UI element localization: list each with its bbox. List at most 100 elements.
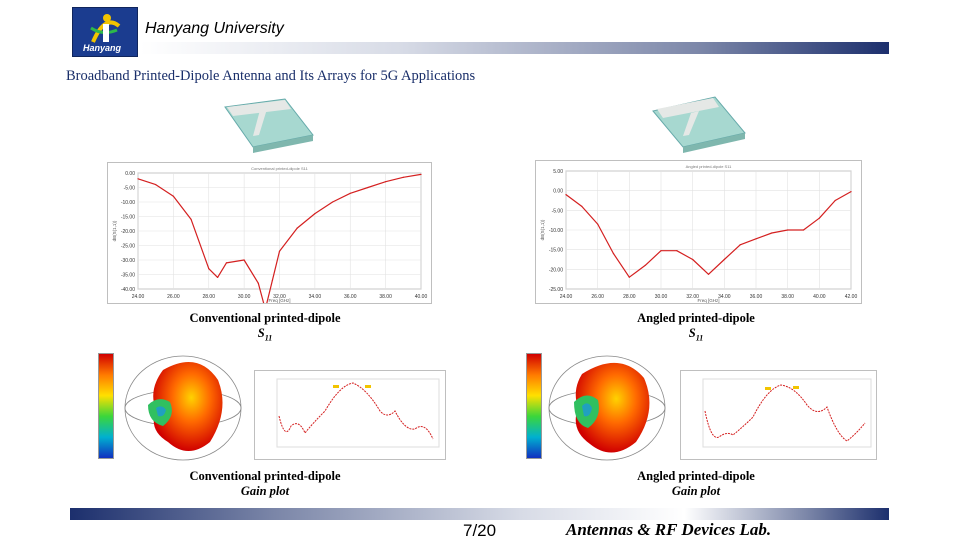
x-tick-label: 40.00 xyxy=(415,294,428,300)
s11-data-point xyxy=(628,276,630,278)
angled-gain-caption: Angled printed-dipole xyxy=(637,469,755,483)
x-tick-label: 28.00 xyxy=(623,294,636,300)
s11-data-point xyxy=(137,178,139,180)
s11-data-point xyxy=(644,264,646,266)
s11-subscript: 11 xyxy=(264,333,273,343)
s11-s-letter: S xyxy=(257,326,265,340)
angled-antenna-model xyxy=(652,96,746,153)
x-axis-label: Freq [GHz] xyxy=(268,298,290,303)
conventional-gain-colorbar xyxy=(98,353,114,459)
y-tick-label: 5.00 xyxy=(553,169,563,175)
y-tick-label: -15.00 xyxy=(549,248,563,254)
angled-3d-gain-pattern xyxy=(548,355,666,461)
slide-title: Broadband Printed-Dipole Antenna and Its… xyxy=(66,68,476,84)
s11-data-point xyxy=(314,213,316,215)
conventional-s11-caption: Conventional printed-dipole xyxy=(189,311,341,325)
x-tick-label: 40.00 xyxy=(813,294,826,300)
x-tick-label: 32.00 xyxy=(686,294,699,300)
s11-data-point xyxy=(850,191,852,193)
university-logo: Hanyang xyxy=(72,7,138,57)
y-tick-label: -5.00 xyxy=(124,186,136,192)
x-tick-label: 26.00 xyxy=(591,294,604,300)
s11-data-point xyxy=(155,184,157,186)
conventional-s11-chart: 24.00 26.00 28.00 30.00 32.00 34.00 36.00 38.00… xyxy=(112,166,428,310)
y-tick-label: -20.00 xyxy=(549,267,563,273)
s11-data-point xyxy=(402,176,404,178)
x-tick-label: 30.00 xyxy=(655,294,668,300)
y-tick-label: -10.00 xyxy=(121,200,135,206)
s11-data-point xyxy=(739,244,741,246)
s11-data-point xyxy=(225,262,228,264)
s11-data-point xyxy=(278,250,281,252)
header-bar xyxy=(140,42,889,54)
conventional-antenna-model xyxy=(224,98,314,153)
angled-gain-2d-plot xyxy=(680,370,877,460)
angled-gain-label: Gain plot xyxy=(671,484,721,498)
s11-data-point xyxy=(755,238,757,240)
s11-data-point xyxy=(676,250,678,252)
university-name: Hanyang University xyxy=(145,20,284,37)
y-axis-label: dB(S(1,1)) xyxy=(540,219,545,240)
s11-data-point xyxy=(692,258,694,261)
s11-s-letter: S xyxy=(688,326,696,340)
s11-data-point xyxy=(420,173,422,176)
s11-data-point xyxy=(802,229,805,231)
s11-data-point xyxy=(660,250,662,252)
s11-data-point xyxy=(172,195,174,197)
s11-data-point xyxy=(818,217,820,219)
y-axis-label: dB(S(1,1)) xyxy=(112,220,117,241)
angled-s11-caption: Angled printed-dipole xyxy=(637,311,755,325)
y-tick-label: -30.00 xyxy=(121,258,135,264)
x-tick-label: 36.00 xyxy=(750,294,763,300)
y-tick-label: -25.00 xyxy=(121,244,135,250)
x-tick-label: 26.00 xyxy=(167,294,180,300)
x-tick-label: 42.00 xyxy=(845,294,858,300)
s11-data-point xyxy=(771,232,773,234)
x-tick-label: 34.00 xyxy=(718,294,731,300)
s11-data-point xyxy=(597,223,599,225)
conventional-gain-curve xyxy=(276,378,440,448)
s11-data-point xyxy=(296,227,298,229)
s11-data-point xyxy=(707,273,710,275)
s11-data-point xyxy=(581,205,583,207)
y-tick-label: -10.00 xyxy=(549,228,563,234)
angled-gain-curve xyxy=(702,378,872,448)
x-tick-label: 28.00 xyxy=(202,294,215,300)
y-tick-label: -20.00 xyxy=(121,229,135,235)
logo-text: Hanyang xyxy=(83,43,122,53)
logo-graphic xyxy=(73,8,137,56)
conventional-s11-plot: 24.00 26.00 28.00 30.00 32.00 34.00 36.00 38.00… xyxy=(107,162,432,310)
s11-data-point xyxy=(385,181,387,183)
s11-data-point xyxy=(331,201,334,203)
y-tick-label: -35.00 xyxy=(121,273,135,279)
s11-series-line xyxy=(137,173,422,310)
y-tick-label: -25.00 xyxy=(549,287,563,293)
s11-data-point xyxy=(367,186,369,189)
s11-data-point xyxy=(349,192,351,194)
conventional-gain-label: Gain plot xyxy=(240,484,290,498)
s11-subscript: 11 xyxy=(695,333,704,343)
x-tick-label: 34.00 xyxy=(309,294,322,300)
x-tick-label: 32.00 xyxy=(273,294,286,300)
x-axis-label: Freq [GHz] xyxy=(697,298,719,303)
y-tick-label: 0.00 xyxy=(553,189,563,195)
y-tick-label: -5.00 xyxy=(552,208,564,214)
angled-s11-plot: 24.00 26.00 28.00 30.00 32.00 34.00 36.00 38.00… xyxy=(535,160,862,304)
conventional-s11-label: S11 xyxy=(155,326,375,343)
s11-data-point xyxy=(208,268,210,270)
x-tick-label: 38.00 xyxy=(781,294,794,300)
y-tick-label: -15.00 xyxy=(121,215,135,221)
page-number: 7/20 xyxy=(463,521,497,540)
s11-data-point xyxy=(257,282,259,284)
s11-data-point xyxy=(834,199,836,202)
conventional-3d-gain-pattern xyxy=(124,355,242,461)
s11-data-point xyxy=(565,194,567,196)
chart-title: Conventional printed-dipole S11 xyxy=(251,166,308,171)
angled-s11-chart: 24.00 26.00 28.00 30.00 32.00 34.00 36.00 38.00… xyxy=(540,164,858,303)
x-tick-label: 38.00 xyxy=(379,294,392,300)
s11-data-point xyxy=(243,259,245,261)
s11-data-point xyxy=(271,279,274,281)
chart-title: Angled printed-dipole S11 xyxy=(686,164,733,169)
x-tick-label: 36.00 xyxy=(344,294,357,300)
s11-data-point xyxy=(216,276,219,278)
